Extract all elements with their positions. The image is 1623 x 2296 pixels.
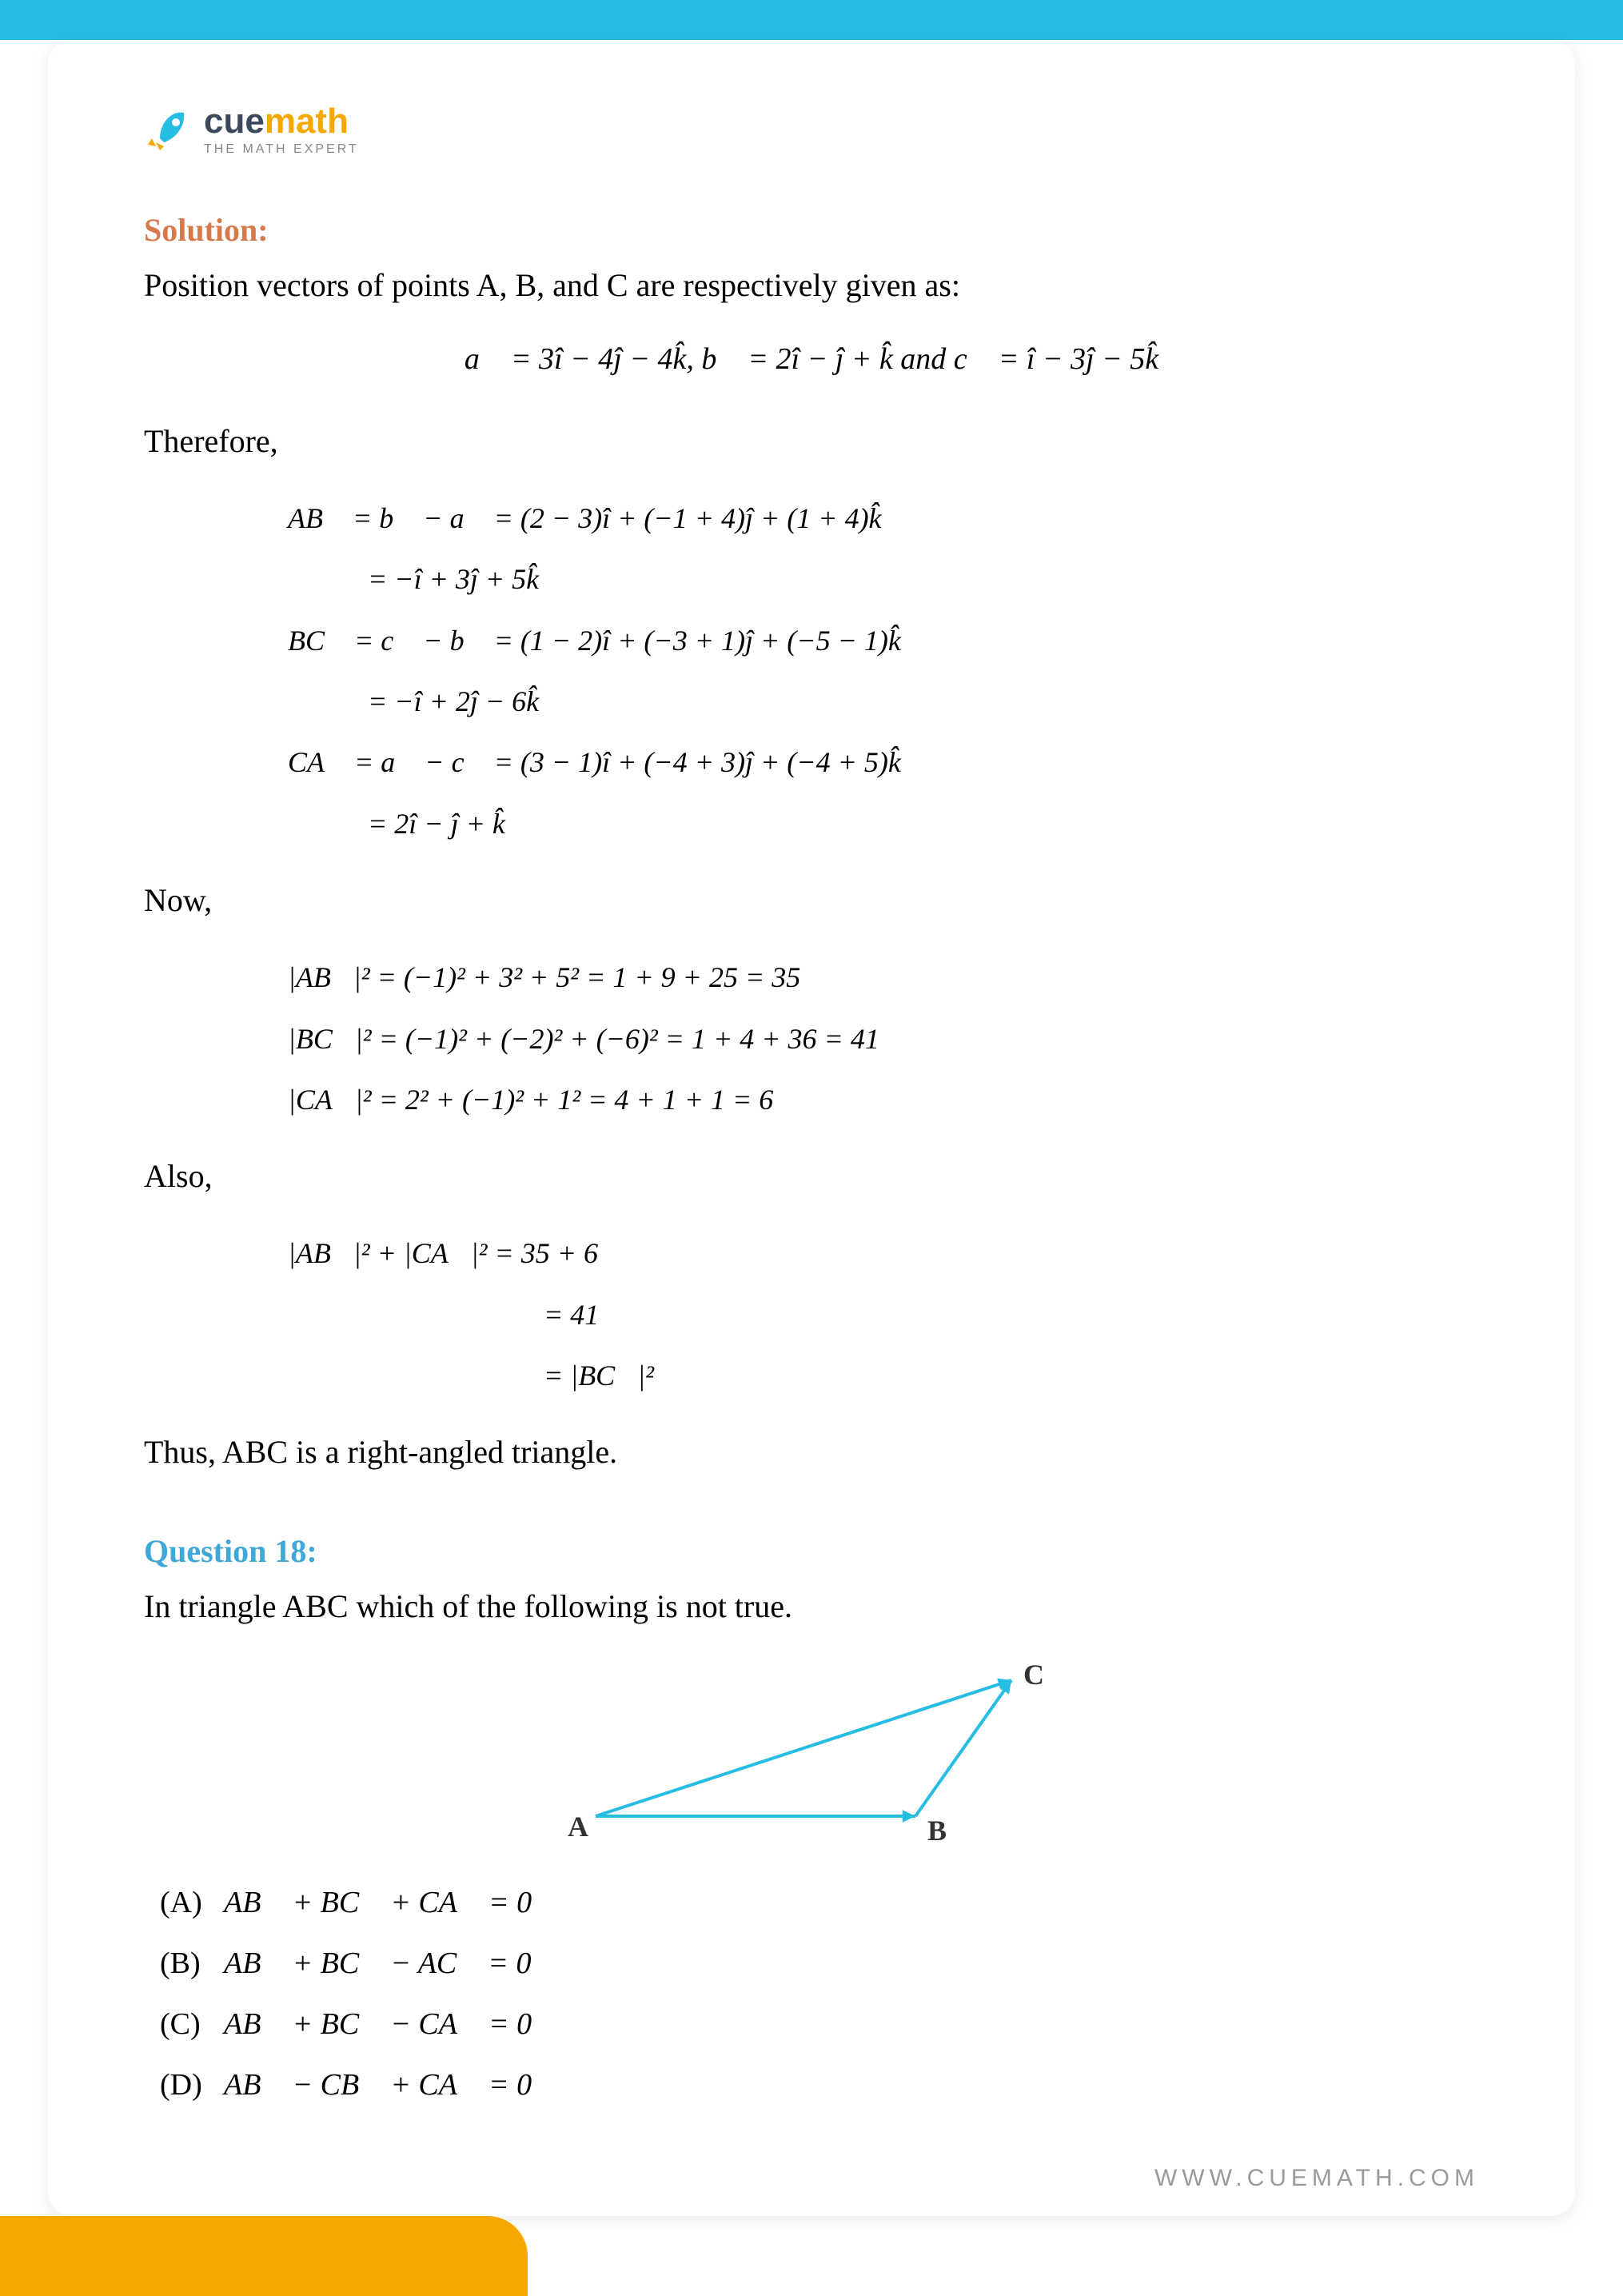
sum-2: = 41 xyxy=(544,1288,1479,1342)
conclusion: Thus, ABC is a right-angled triangle. xyxy=(144,1427,1479,1478)
triangle-diagram: A B C xyxy=(548,1656,1075,1848)
sum-calculations: |AB⃗|² + |CA⃗|² = 35 + 6 = 41 = |BC⃗|² xyxy=(288,1226,1479,1403)
option-a: (A) AB⃗ + BC⃗ + CA⃗ = 0 xyxy=(160,1872,1479,1933)
page-content: Solution: Position vectors of points A, … xyxy=(144,205,1479,2115)
top-accent-bar xyxy=(0,0,1623,40)
footer-url: WWW.CUEMATH.COM xyxy=(1154,2165,1479,2192)
option-d-text: AB⃗ − CB⃗ + CA⃗ = 0 xyxy=(224,2054,532,2115)
svg-text:A: A xyxy=(568,1811,588,1843)
logo-area: cuemath THE MATH EXPERT xyxy=(144,104,1479,157)
vector-calculations: AB⃗ = b⃗ − a⃗ = (2 − 3)î + (−1 + 4)ĵ + (… xyxy=(288,491,1479,851)
question-text: In triangle ABC which of the following i… xyxy=(144,1581,1479,1632)
solution-label: Solution: xyxy=(144,205,1479,256)
sum-1: |AB⃗|² + |CA⃗|² = 35 + 6 xyxy=(288,1226,1479,1280)
magnitude-calculations: |AB⃗|² = (−1)² + 3² + 5² = 1 + 9 + 25 = … xyxy=(288,950,1479,1127)
bc-sq: |BC⃗|² = (−1)² + (−2)² + (−6)² = 1 + 4 +… xyxy=(288,1012,1479,1066)
option-a-text: AB⃗ + BC⃗ + CA⃗ = 0 xyxy=(224,1872,532,1933)
bc-calc-1: BC⃗ = c⃗ − b⃗ = (1 − 2)î + (−3 + 1)ĵ + (… xyxy=(288,613,1479,668)
option-c-text: AB⃗ + BC⃗ − CA⃗ = 0 xyxy=(224,1994,532,2054)
given-vectors: a⃗ = 3î − 4ĵ − 4k̂, b⃗ = 2î − ĵ + k̂ and… xyxy=(144,335,1479,384)
logo-text: cuemath THE MATH EXPERT xyxy=(204,104,359,157)
brand-suffix: math xyxy=(265,102,349,141)
therefore-label: Therefore, xyxy=(144,416,1479,467)
option-letter-b: (B) xyxy=(160,1933,208,1994)
option-b-text: AB⃗ + BC⃗ − AC⃗ = 0 xyxy=(224,1933,531,1994)
now-label: Now, xyxy=(144,875,1479,926)
page-wrapper: cuemath THE MATH EXPERT Solution: Positi… xyxy=(0,0,1623,2296)
content-frame: cuemath THE MATH EXPERT Solution: Positi… xyxy=(48,40,1575,2216)
question-label: Question 18: xyxy=(144,1526,1479,1577)
sum-3: = |BC⃗|² xyxy=(544,1348,1479,1403)
also-label: Also, xyxy=(144,1151,1479,1202)
ab-sq: |AB⃗|² = (−1)² + 3² + 5² = 1 + 9 + 25 = … xyxy=(288,950,1479,1004)
ca-calc-1: CA⃗ = a⃗ − c⃗ = (3 − 1)î + (−4 + 3)ĵ + (… xyxy=(288,735,1479,789)
option-b: (B) AB⃗ + BC⃗ − AC⃗ = 0 xyxy=(160,1933,1479,1994)
option-letter-d: (D) xyxy=(160,2054,208,2115)
svg-text:B: B xyxy=(927,1815,947,1847)
brand-name: cuemath xyxy=(204,104,359,139)
brand-prefix: cue xyxy=(204,102,265,141)
bc-calc-2: = −î + 2ĵ − 6k̂ xyxy=(368,674,1479,729)
solution-intro: Position vectors of points A, B, and C a… xyxy=(144,260,1479,311)
option-letter-c: (C) xyxy=(160,1994,208,2054)
ab-calc-1: AB⃗ = b⃗ − a⃗ = (2 − 3)î + (−1 + 4)ĵ + (… xyxy=(288,491,1479,545)
svg-text:C: C xyxy=(1023,1659,1044,1691)
options-list: (A) AB⃗ + BC⃗ + CA⃗ = 0 (B) AB⃗ + BC⃗ − … xyxy=(160,1872,1479,2115)
ca-sq: |CA⃗|² = 2² + (−1)² + 1² = 4 + 1 + 1 = 6 xyxy=(288,1072,1479,1127)
brand-tagline: THE MATH EXPERT xyxy=(204,142,359,157)
option-d: (D) AB⃗ − CB⃗ + CA⃗ = 0 xyxy=(160,2054,1479,2115)
rocket-icon xyxy=(144,106,192,154)
option-letter-a: (A) xyxy=(160,1872,208,1933)
option-c: (C) AB⃗ + BC⃗ − CA⃗ = 0 xyxy=(160,1994,1479,2054)
bottom-accent xyxy=(0,2216,528,2296)
ca-calc-2: = 2î − ĵ + k̂ xyxy=(368,797,1479,851)
ab-calc-2: = −î + 3ĵ + 5k̂ xyxy=(368,552,1479,606)
